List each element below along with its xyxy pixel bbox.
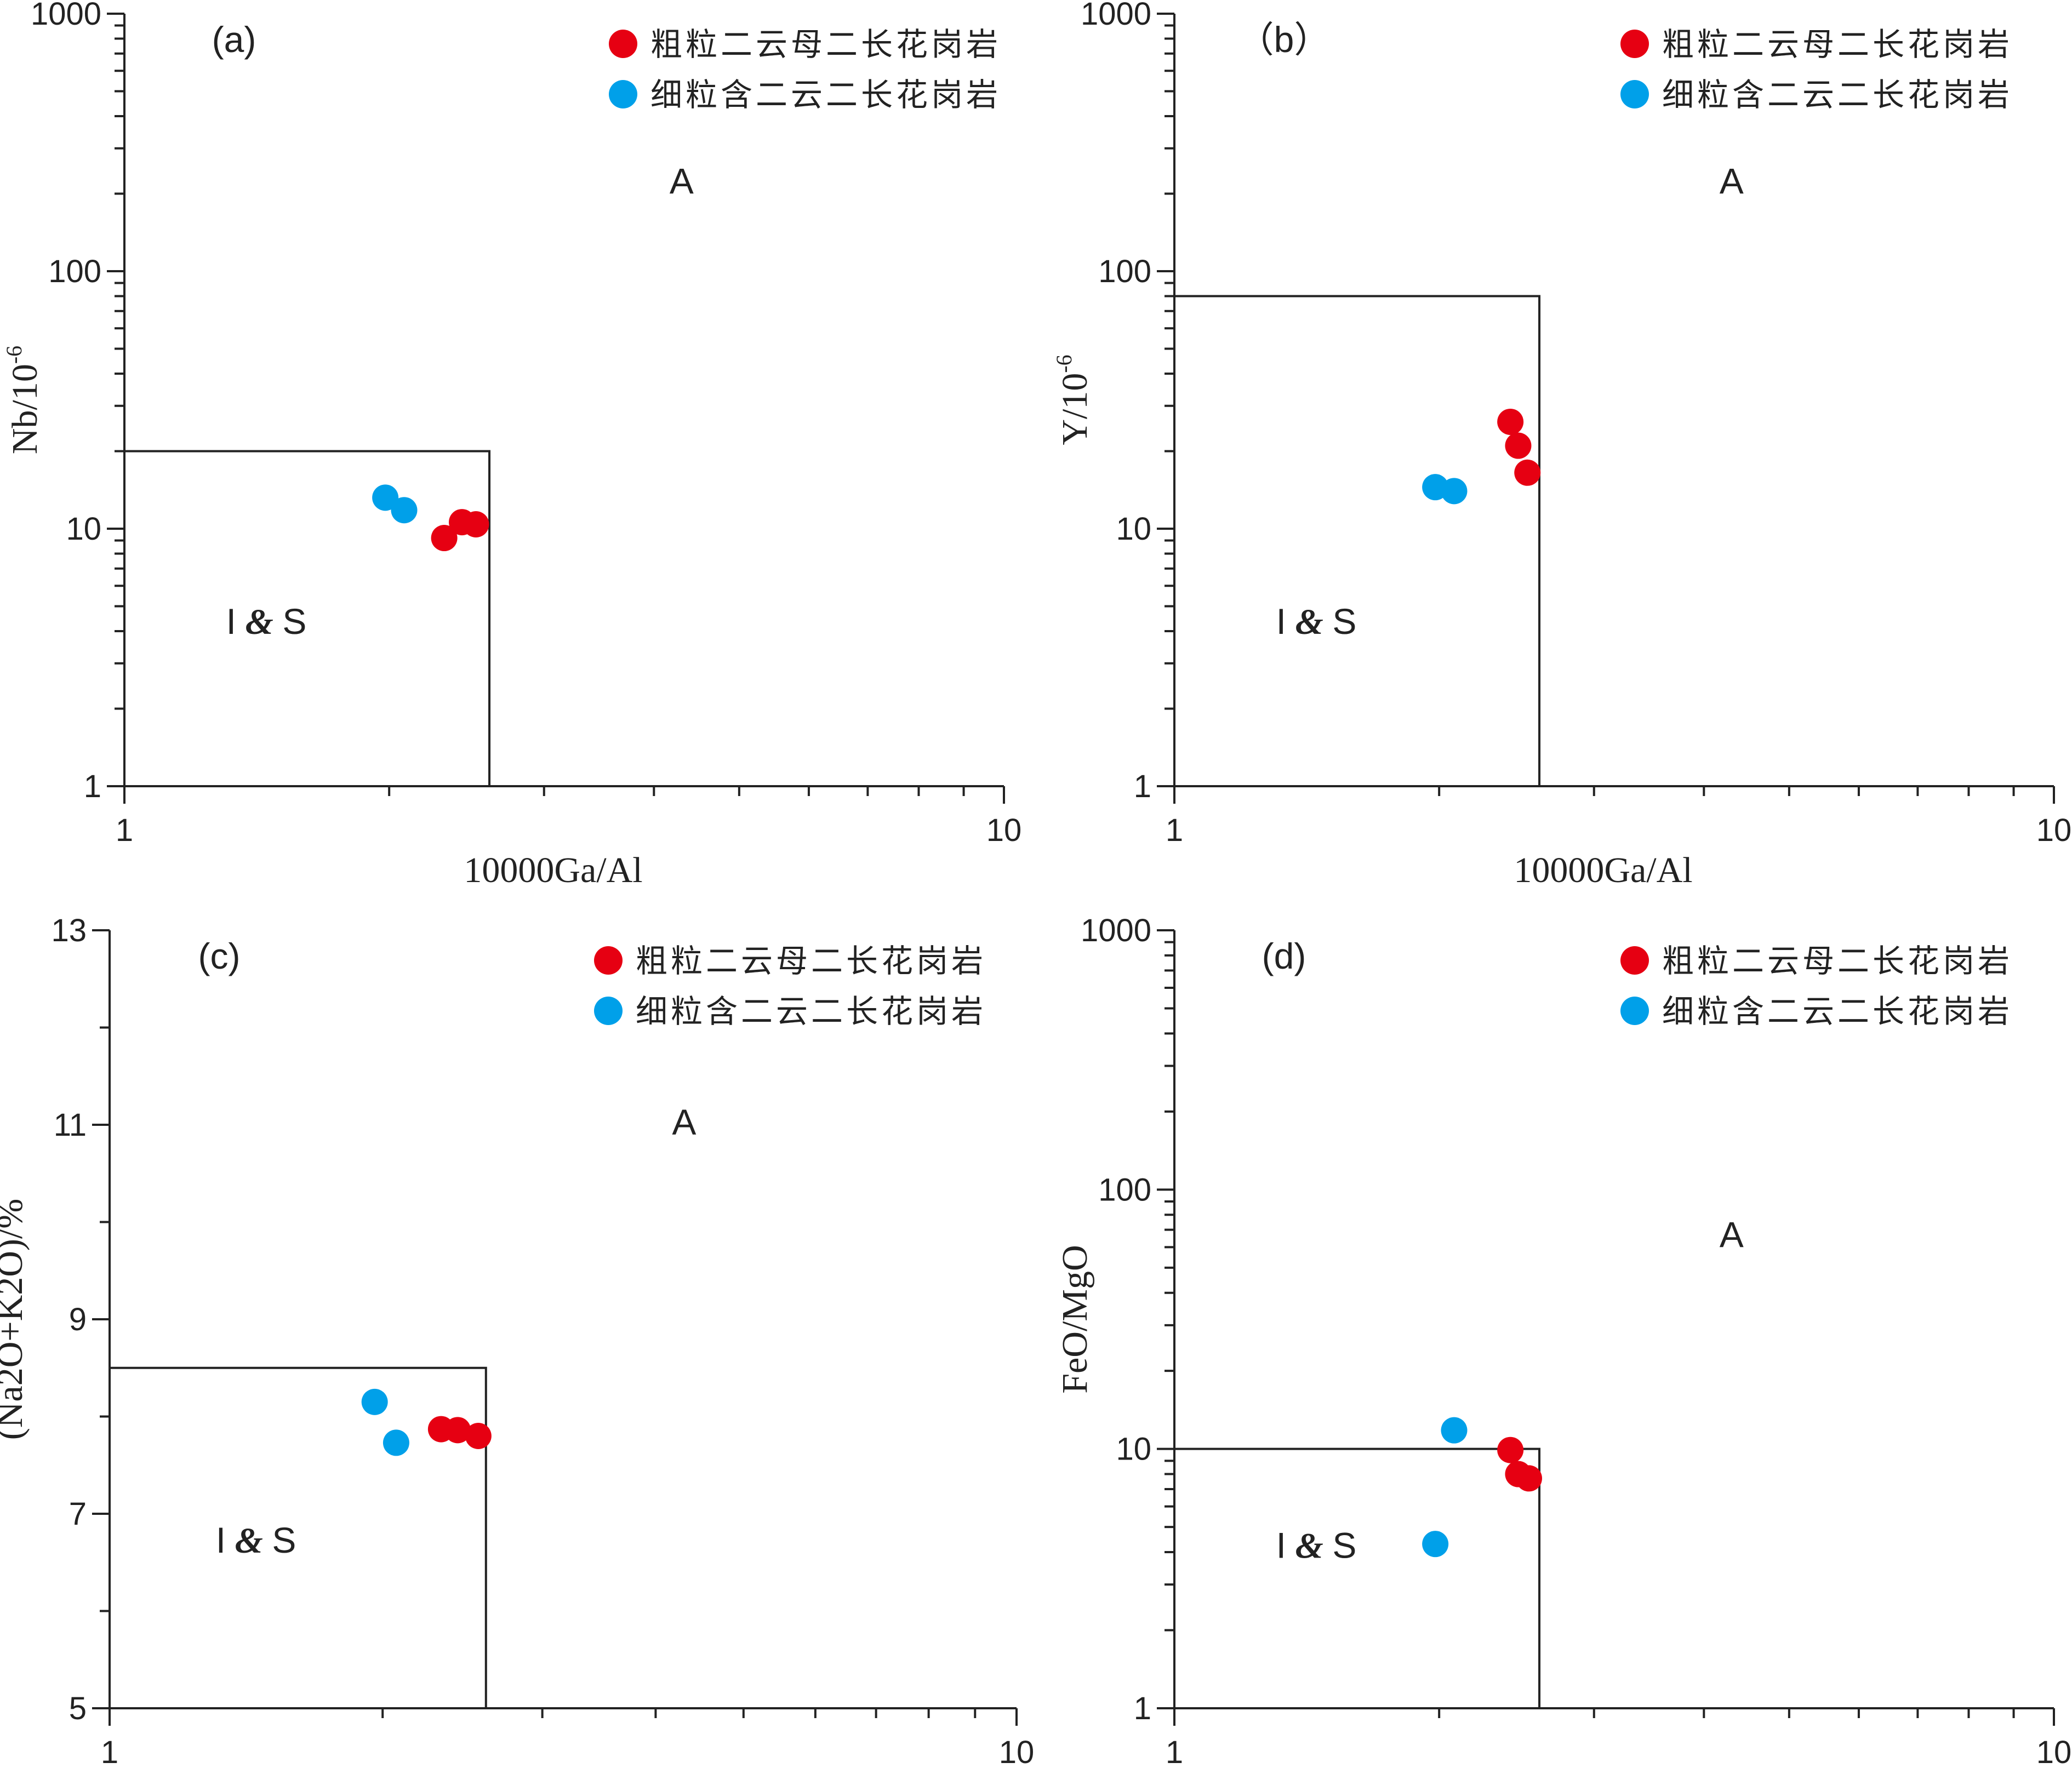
panel-c-legend-label: 细粒含二云二长花岗岩: [636, 993, 986, 1030]
panel-c-data-point-red: [444, 1417, 471, 1444]
panel-b-x-axis-title: 10000Ga/Al: [1514, 850, 1692, 890]
panel-b: 1 10 1 10 100 1000 10000Ga/Al Y/10-6 A I & S （b） 粗粒…: [1052, 0, 2071, 890]
panel-a-region-is-label: I & S: [226, 601, 307, 642]
panel-b-legend-label: 细粒含二云二长花岗岩: [1662, 76, 2013, 113]
panel-b-y-tick-label: 10: [1116, 511, 1151, 547]
panel-a-boundary-line: [124, 450, 491, 786]
panel-c-legend-marker: [594, 997, 623, 1025]
panel-b-legend-marker: [1620, 80, 1649, 108]
panel-d-data-point-blue: [1422, 1531, 1449, 1558]
panel-c-x-tick-label: 10: [999, 1735, 1035, 1770]
panel-d-legend-marker: [1620, 997, 1649, 1025]
panel-c-legend-marker: [594, 946, 623, 975]
panel-a-legend-label: 粗粒二云母二长花岗岩: [650, 26, 1001, 63]
panel-b-data-point-red: [1497, 408, 1524, 435]
panel-b-y-tick-label: 1000: [1081, 0, 1151, 32]
panel-b-y-tick-label: 100: [1098, 254, 1151, 289]
panel-b-y-axis-title: Y/10-6: [1052, 354, 1095, 445]
panel-b-x-tick-label: 1: [1166, 812, 1183, 848]
panel-c-legend-label: 粗粒二云母二长花岗岩: [636, 942, 986, 980]
panel-c-y-tick-label: 13: [51, 913, 87, 948]
panel-d-region-a-label: A: [1720, 1214, 1744, 1255]
panel-b-boundary-line: [1174, 295, 1541, 786]
panel-a-tag: (a): [212, 19, 256, 60]
panel-a-y-tick-label: 100: [48, 254, 101, 289]
panel-a-data-point-red: [431, 525, 458, 552]
panel-c-boundary-line: [110, 1366, 487, 1708]
panel-d-legend-label: 细粒含二云二长花岗岩: [1662, 993, 2013, 1030]
panel-c-data-point-red: [465, 1423, 492, 1449]
panel-c-region-a-label: A: [672, 1102, 696, 1142]
panel-a-data-point-blue: [372, 484, 399, 511]
panel-c-y-tick-label: 9: [69, 1302, 87, 1337]
panel-a-legend-marker: [609, 80, 637, 108]
panel-a-data-point-red: [463, 511, 489, 537]
panel-d-x-tick-label: 1: [1166, 1735, 1183, 1770]
panel-d-region-is-label: I & S: [1276, 1525, 1357, 1566]
panel-c-y-tick-label: 7: [69, 1496, 87, 1532]
panel-a-y-tick-label: 1: [84, 769, 101, 804]
panel-b-data-point-red: [1514, 459, 1541, 486]
panel-a-region-a-label: A: [670, 161, 694, 202]
panel-b-tag: （b）: [1238, 19, 1331, 60]
panel-a-y-tick-label: 1000: [31, 0, 101, 32]
panel-a-data-point-blue: [391, 497, 418, 524]
panel-c-data-point-blue: [361, 1388, 388, 1415]
panel-d-boundary-line: [1174, 1447, 1541, 1708]
panel-a-x-tick-label: 1: [116, 812, 133, 848]
panel-d-data-point-blue: [1441, 1417, 1468, 1444]
panel-b-y-tick-label: 1: [1134, 769, 1151, 804]
panel-c-tag: (c): [198, 936, 241, 976]
panel-c: 1 10 5 7 9 11 13 10000Ga/Al (Na2O+K2O)/% A I & S (c…: [0, 913, 1034, 1774]
panel-d-data-point-red: [1497, 1437, 1524, 1463]
panel-a-legend-marker: [609, 30, 637, 58]
panel-c-x-axis-title: 10000Ga/Al: [463, 1772, 641, 1774]
panel-a-legend-label: 细粒含二云二长花岗岩: [650, 76, 1001, 113]
panel-a-y-axis-title: Nb/10-6: [2, 346, 45, 454]
panel-d-data-point-red: [1516, 1465, 1543, 1492]
panel-b-legend-marker: [1620, 30, 1649, 58]
panel-a-y-tick-label: 10: [66, 511, 101, 547]
panel-d-x-axis-title: 10000Ga/Al: [1514, 1772, 1692, 1774]
panel-b-data-point-blue: [1441, 478, 1468, 505]
panel-c-x-tick-label: 1: [101, 1735, 118, 1770]
panel-d-legend-label: 粗粒二云母二长花岗岩: [1662, 942, 2013, 980]
panel-d-x-tick-label: 10: [2036, 1735, 2072, 1770]
panel-b-legend-label: 粗粒二云母二长花岗岩: [1662, 26, 2013, 63]
panel-a-x-tick-label: 10: [986, 812, 1022, 848]
panel-b-region-a-label: A: [1720, 161, 1744, 202]
panel-c-region-is-label: I & S: [216, 1520, 296, 1561]
panel-b-region-is-label: I & S: [1276, 601, 1357, 642]
panel-d-y-tick-label: 10: [1116, 1432, 1151, 1467]
panel-d-legend-marker: [1620, 946, 1649, 975]
panel-c-y-tick-label: 5: [69, 1691, 87, 1726]
panel-c-data-point-blue: [383, 1429, 409, 1456]
panel-d-y-tick-label: 1000: [1081, 913, 1151, 948]
panel-b-x-tick-label: 10: [2036, 812, 2072, 848]
panel-d-tag: (d): [1262, 936, 1306, 976]
panel-a: 1 10 1 10 100 1000 10000Ga/Al Nb/10-6 A I & S (a) 粗…: [2, 0, 1021, 890]
panel-a-x-axis-title: 10000Ga/Al: [464, 850, 642, 890]
panel-d-y-tick-label: 100: [1098, 1172, 1151, 1208]
panel-d-y-tick-label: 1: [1134, 1691, 1151, 1726]
panel-d-y-axis-title: FeO/MgO: [1055, 1245, 1095, 1393]
panel-d: 1 10 1 10 100 1000 10000Ga/Al FeO/MgO A I & S (d) 粗…: [1055, 913, 2071, 1774]
panel-b-data-point-red: [1505, 432, 1532, 459]
panel-c-y-tick-label: 11: [54, 1107, 87, 1143]
panel-c-y-axis-title: (Na2O+K2O)/%: [0, 1199, 30, 1440]
